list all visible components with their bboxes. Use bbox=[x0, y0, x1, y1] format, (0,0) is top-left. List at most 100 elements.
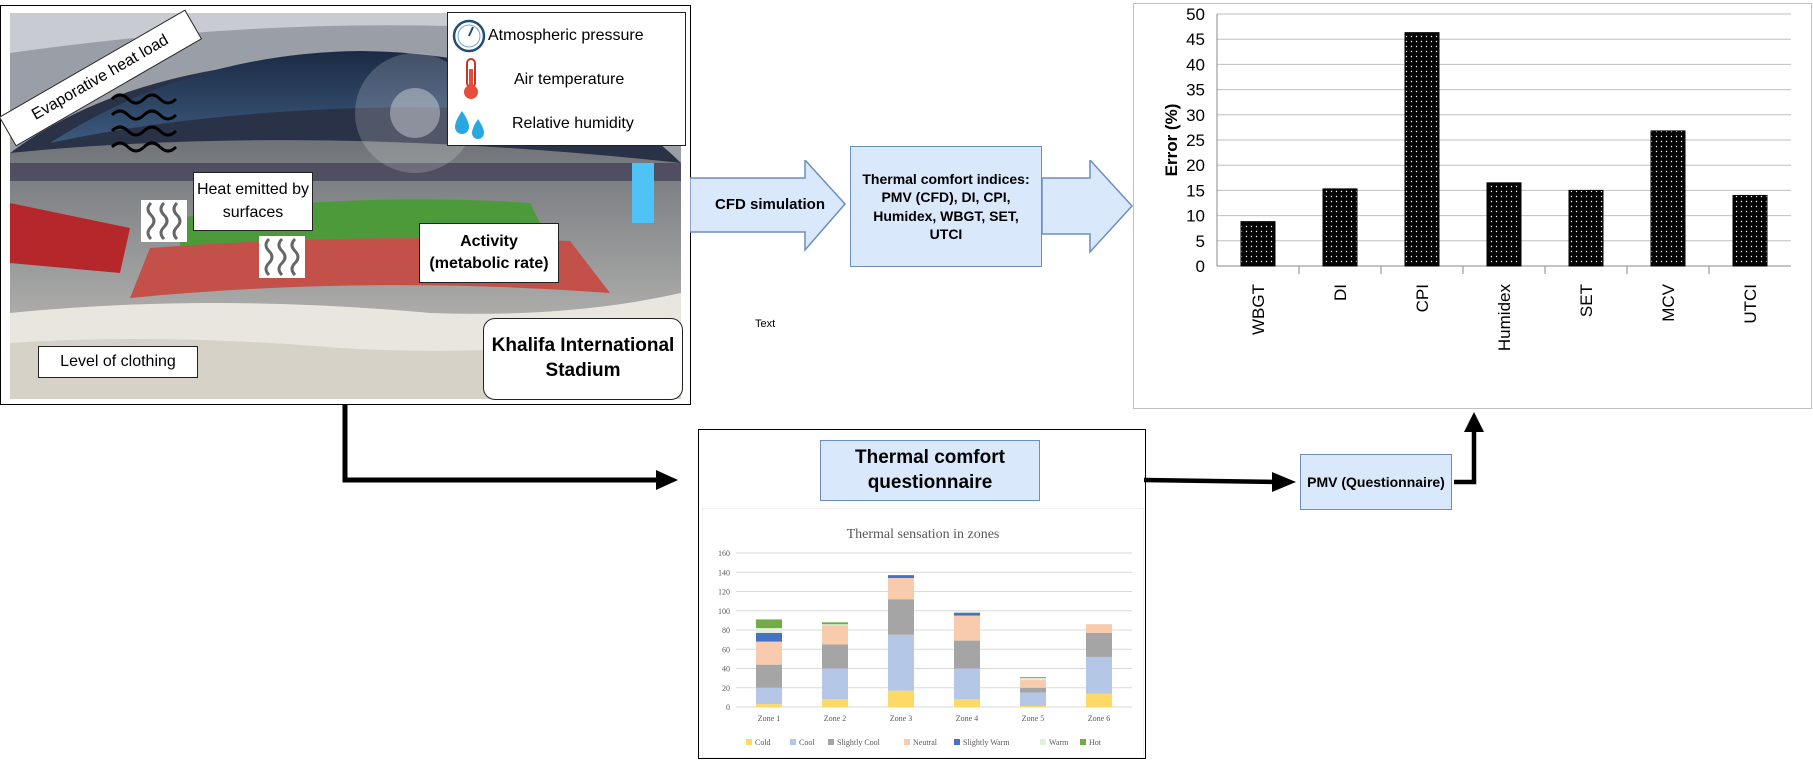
y-tick-label: 40 bbox=[1186, 55, 1205, 74]
bar-mcv bbox=[1650, 130, 1686, 267]
y-tick-label: 60 bbox=[722, 645, 730, 654]
stack-segment-slightly-cool bbox=[822, 644, 848, 669]
legend-label: Cold bbox=[755, 738, 771, 747]
stadium-name-label: Khalifa International Stadium bbox=[483, 318, 683, 400]
stack-segment-cool bbox=[756, 687, 782, 705]
y-tick-label: 140 bbox=[718, 568, 730, 577]
y-tick-label: 15 bbox=[1186, 181, 1205, 200]
bar-utci bbox=[1732, 194, 1768, 267]
y-tick-label: 20 bbox=[722, 684, 730, 693]
stack-segment-cool bbox=[1086, 656, 1112, 694]
questionnaire-panel: Thermal comfort questionnaire Thermal se… bbox=[698, 429, 1146, 759]
stack-segment-hot bbox=[756, 619, 782, 629]
thermal-indices-box: Thermal comfort indices: PMV (CFD), DI, … bbox=[850, 146, 1042, 267]
x-tick-label: Zone 3 bbox=[890, 714, 912, 723]
humidity-drops-icon bbox=[455, 111, 484, 139]
stadium-photo-frame: Evaporative heat load Atmospheric pressu… bbox=[0, 5, 691, 405]
x-tick-label: Zone 1 bbox=[758, 714, 780, 723]
stack-segment-neutral bbox=[1086, 624, 1112, 633]
bar-set bbox=[1568, 189, 1604, 267]
stack-segment-slightly-warm bbox=[954, 612, 980, 616]
stack-segment-hot bbox=[822, 622, 848, 625]
y-axis-label: Error (%) bbox=[1162, 104, 1181, 177]
indices-arrow bbox=[1041, 160, 1134, 254]
legend-label: Warm bbox=[1049, 738, 1069, 747]
stack-segment-neutral bbox=[822, 625, 848, 645]
photo-to-questionnaire-arrow bbox=[342, 405, 678, 490]
stack-segment-warm bbox=[822, 624, 848, 626]
stack-segment-cold bbox=[954, 699, 980, 707]
stack-segment-neutral bbox=[888, 578, 914, 600]
legend-swatch bbox=[790, 739, 796, 745]
x-tick-label: CPI bbox=[1413, 284, 1432, 312]
y-tick-label: 20 bbox=[1186, 156, 1205, 175]
legend-label: Cool bbox=[799, 738, 815, 747]
stack-segment-cold bbox=[756, 704, 782, 707]
y-tick-label: 45 bbox=[1186, 30, 1205, 49]
stack-segment-slightly-warm bbox=[756, 632, 782, 642]
legend-swatch bbox=[954, 739, 960, 745]
stack-segment-cold bbox=[822, 699, 848, 707]
stack-segment-cool bbox=[1020, 692, 1046, 707]
stack-segment-slightly-cool bbox=[756, 664, 782, 688]
x-tick-label: SET bbox=[1577, 284, 1596, 317]
y-tick-label: 50 bbox=[1186, 5, 1205, 24]
stray-text-label: Text bbox=[755, 318, 776, 330]
stack-segment-slightly-warm bbox=[888, 575, 914, 579]
bar-humidex bbox=[1486, 182, 1522, 267]
y-tick-label: 35 bbox=[1186, 81, 1205, 100]
y-tick-label: 30 bbox=[1186, 106, 1205, 125]
stack-segment-slightly-cool bbox=[1020, 687, 1046, 693]
stack-segment-cool bbox=[822, 668, 848, 700]
stack-segment-cold bbox=[1020, 706, 1046, 707]
bar-wbgt bbox=[1240, 221, 1276, 267]
activity-label: Activity (metabolic rate) bbox=[419, 223, 559, 283]
x-tick-label: UTCI bbox=[1741, 284, 1760, 324]
pmv-questionnaire-box: PMV (Questionnaire) bbox=[1300, 454, 1452, 510]
weather-legend: Atmospheric pressure Air temperature Rel… bbox=[447, 12, 686, 146]
x-tick-label: MCV bbox=[1659, 283, 1678, 321]
stack-segment-hot bbox=[1020, 677, 1046, 679]
x-tick-label: WBGT bbox=[1249, 284, 1268, 335]
x-tick-label: Zone 6 bbox=[1088, 714, 1110, 723]
y-tick-label: 0 bbox=[1196, 257, 1205, 276]
legend-humidity-label: Relative humidity bbox=[512, 115, 634, 132]
stack-segment-neutral bbox=[1020, 680, 1046, 688]
legend-temperature-label: Air temperature bbox=[514, 71, 625, 88]
y-tick-label: 120 bbox=[718, 588, 730, 597]
pressure-gauge-icon bbox=[452, 19, 486, 53]
y-tick-label: 10 bbox=[1186, 207, 1205, 226]
y-tick-label: 5 bbox=[1196, 232, 1205, 251]
stack-segment-cool bbox=[954, 668, 980, 700]
stack-segment-neutral bbox=[756, 641, 782, 665]
questionnaire-title: Thermal comfort questionnaire bbox=[820, 440, 1040, 501]
thermal-sensation-chart: Thermal sensation in zones 0 20 40 60 80 100 12… bbox=[702, 508, 1144, 758]
stack-segment-neutral bbox=[954, 615, 980, 641]
stack-segment-cold bbox=[1086, 693, 1112, 707]
y-tick-label: 40 bbox=[722, 665, 730, 674]
error-bar-chart: 0 5 10 15 20 25 30 35 40 45 50 WBGT DI CPI Humidex SET M… bbox=[1162, 5, 1791, 352]
thermometer-icon bbox=[464, 58, 478, 99]
bar-di bbox=[1322, 188, 1358, 267]
y-tick-label: 100 bbox=[718, 607, 730, 616]
legend-label: Neutral bbox=[913, 738, 938, 747]
legend-label: Slightly Warm bbox=[963, 738, 1010, 747]
x-tick-label: Zone 2 bbox=[824, 714, 846, 723]
stack-segment-warm bbox=[954, 611, 980, 613]
x-tick-label: Zone 4 bbox=[956, 714, 978, 723]
questionnaire-to-pmv-arrow bbox=[1144, 472, 1296, 492]
legend-swatch bbox=[746, 739, 752, 745]
y-tick-label: 160 bbox=[718, 549, 730, 558]
stack-segment-slightly-cool bbox=[888, 599, 914, 635]
chart-title: Thermal sensation in zones bbox=[847, 527, 1000, 542]
legend-swatch bbox=[904, 739, 910, 745]
clothing-label: Level of clothing bbox=[38, 346, 198, 378]
legend-pressure-label: Atmospheric pressure bbox=[488, 27, 644, 44]
stack-segment-warm bbox=[1020, 678, 1046, 681]
x-tick-label: DI bbox=[1331, 284, 1350, 301]
cfd-arrow bbox=[690, 160, 847, 253]
x-tick-label: Humidex bbox=[1495, 284, 1514, 352]
legend-swatch bbox=[1080, 739, 1086, 745]
y-tick-label: 80 bbox=[722, 626, 730, 635]
x-tick-label: Zone 5 bbox=[1022, 714, 1044, 723]
